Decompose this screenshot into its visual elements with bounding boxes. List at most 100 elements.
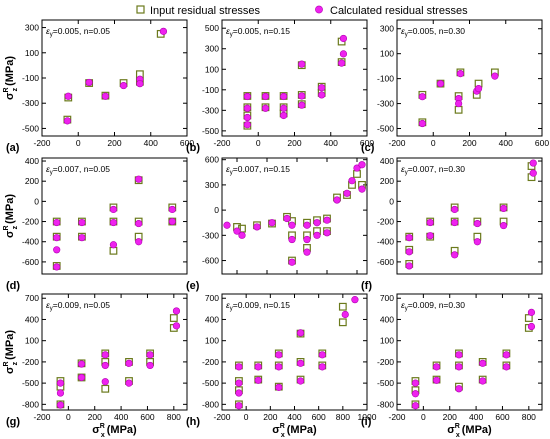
y-axis-title: σR z(MPa)	[3, 330, 19, 374]
panel-annotation: εy=0.007, n=0.05	[46, 164, 110, 176]
x-tick-label: -200	[388, 138, 405, 148]
panel-b: -500 -300 -100 100 300 500 -200 0 200 400 600 εy=0.…	[186, 19, 374, 154]
calculated-point	[235, 402, 243, 410]
calculated-point	[323, 216, 331, 224]
calculated-point	[254, 363, 262, 371]
calculated-point	[78, 234, 86, 242]
x-tick-label: 200	[443, 412, 457, 422]
calculated-point	[418, 119, 426, 128]
legend-calc-marker	[315, 5, 323, 14]
panel-label: (a)	[6, 142, 20, 154]
calculated-point	[473, 219, 481, 228]
calculated-point	[235, 363, 243, 371]
calculated-point	[353, 164, 361, 172]
calculated-point	[405, 262, 413, 270]
calculated-point	[358, 185, 366, 193]
calculated-point	[243, 104, 251, 112]
y-axis-title: σR z(MPa)	[3, 194, 19, 238]
calculated-point	[451, 205, 459, 214]
input-point	[169, 314, 178, 322]
axis-titles: σR z(MPa) σR z(MPa) σR z(MPa) σR x (MPa) σR x (MPa)…	[3, 56, 492, 439]
y-tick-label: 400	[25, 156, 39, 166]
y-tick-label: 200	[380, 176, 394, 186]
x-axis-title: σR x (MPa)	[272, 423, 317, 439]
calculated-point	[64, 92, 72, 100]
calculated-point	[527, 322, 536, 331]
calculated-point	[56, 389, 65, 397]
calculated-point	[451, 251, 459, 259]
calculated-point	[502, 363, 511, 371]
calculated-point	[135, 175, 143, 183]
y-tick-label: 300	[205, 44, 219, 54]
x-tick-label: 0	[431, 138, 436, 148]
y-tick-label: 300	[205, 180, 219, 190]
y-tick-label: -200	[377, 357, 394, 367]
panel-annotation: εy=0.007, n=0.30	[401, 164, 465, 176]
calculated-point	[56, 401, 65, 409]
x-tick-label: 600	[312, 412, 326, 422]
calculated-point	[348, 177, 356, 185]
calculated-point	[254, 376, 262, 384]
calculated-point	[53, 263, 61, 271]
calculated-point	[78, 218, 86, 227]
calculated-point	[235, 389, 243, 397]
calculated-point	[85, 78, 93, 87]
calculated-point	[338, 59, 346, 67]
calculated-point	[303, 248, 311, 256]
calculated-point	[491, 72, 499, 80]
x-tick-label: 800	[167, 412, 181, 422]
calculated-point	[436, 80, 445, 88]
y-tick-label: 300	[25, 23, 39, 33]
y-tick-label: 100	[205, 336, 219, 346]
panel-c: -500 -300 -100 100 300 -200 0 200 400 600 εy=0.005…	[361, 19, 549, 154]
calculated-point	[426, 232, 434, 240]
calculated-point	[53, 246, 61, 254]
x-axis-title: σR x (MPa)	[92, 423, 137, 439]
calculated-point	[77, 373, 86, 382]
y-tick-label: 100	[380, 336, 394, 346]
calculated-point	[56, 379, 65, 387]
plot-frame	[41, 157, 188, 275]
calculated-point	[296, 329, 305, 337]
calculated-point	[146, 351, 154, 359]
x-tick-label: 600	[180, 138, 194, 148]
calculated-point	[288, 221, 296, 229]
y-tick-label: -600	[377, 257, 394, 267]
calculated-point	[168, 217, 176, 226]
y-tick-label: 200	[25, 176, 39, 186]
calculated-point	[339, 50, 348, 58]
calculated-point	[318, 91, 326, 99]
y-tick-label: 700	[25, 293, 39, 303]
calculated-point	[288, 235, 296, 244]
y-tick-label: -300	[202, 230, 219, 240]
panel-annotation: εy=0.005, n=0.05	[46, 26, 110, 38]
x-tick-label: 200	[462, 138, 476, 148]
y-tick-label: -200	[22, 217, 39, 227]
x-tick-label: -200	[213, 138, 230, 148]
panel-label: (b)	[186, 142, 200, 154]
calculated-point	[432, 376, 441, 384]
calculated-point	[296, 377, 305, 385]
calculated-point	[318, 363, 326, 371]
plot-frame	[221, 157, 368, 275]
x-tick-label: 1000	[358, 412, 377, 422]
panel-annotation: εy=0.007, n=0.15	[226, 164, 290, 176]
y-tick-label: 400	[205, 314, 219, 324]
calculated-point	[168, 205, 176, 214]
calculated-point	[343, 189, 351, 197]
x-tick-label: 0	[76, 138, 81, 148]
panel-annotation: εy=0.005, n=0.15	[226, 26, 290, 38]
calculated-point	[313, 219, 321, 227]
y-tick-label: 700	[205, 293, 219, 303]
calculated-point	[53, 218, 61, 227]
x-tick-label: -200	[33, 412, 50, 422]
x-tick-label: 600	[495, 412, 509, 422]
x-tick-label: 400	[287, 412, 301, 422]
panel-annotation: εy=0.009, n=0.15	[226, 300, 290, 312]
x-axis-title: σR x (MPa)	[447, 423, 492, 439]
x-tick-label: -200	[388, 412, 405, 422]
y-tick-label: 700	[380, 293, 394, 303]
panel-label: (d)	[6, 280, 20, 292]
calculated-point	[298, 101, 306, 109]
calculated-point	[323, 229, 331, 237]
